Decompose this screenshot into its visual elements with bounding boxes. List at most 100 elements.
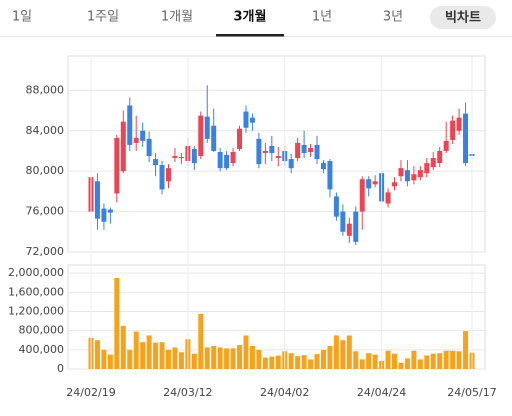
volume-bar — [411, 350, 417, 369]
tab[interactable]: 1주일 — [87, 10, 119, 25]
tab[interactable]: 1개월 — [161, 10, 193, 25]
candle-body — [204, 116, 210, 139]
volume-bar — [153, 342, 159, 369]
tab[interactable]: 1일 — [12, 10, 32, 25]
volume-bar — [237, 345, 243, 369]
candle-body — [230, 151, 236, 164]
tab[interactable]: 1년 — [312, 10, 332, 25]
candle-body — [249, 117, 255, 123]
volume-bar — [443, 350, 449, 369]
candle-body — [340, 211, 346, 232]
y-tick-label: 76,000 — [26, 205, 65, 218]
candle-body — [275, 156, 281, 159]
candle-body — [308, 147, 314, 152]
volume-bar — [333, 335, 339, 369]
candle-body — [443, 140, 449, 151]
volume-bar — [295, 356, 301, 369]
candle-body — [411, 174, 417, 181]
candle-body — [320, 163, 326, 170]
x-tick-label: 24/04/02 — [260, 386, 309, 399]
candle-body — [114, 137, 120, 194]
candle-body — [463, 113, 469, 164]
volume-bar — [366, 353, 372, 369]
volume-bar — [172, 347, 178, 369]
candle-body — [404, 170, 410, 182]
candle-body — [295, 142, 301, 159]
candle-body — [262, 150, 268, 153]
volume-bar — [430, 353, 436, 369]
candle-body — [165, 168, 171, 182]
volume-bar — [107, 354, 113, 369]
y-tick-label: 2,000,000 — [8, 266, 64, 279]
candle-body — [211, 125, 217, 151]
big-chart-button-bg[interactable] — [430, 6, 496, 29]
candle-body — [385, 192, 391, 204]
volume-bar — [165, 349, 171, 369]
tab[interactable]: 3개월 — [234, 9, 267, 25]
volume-bar — [140, 342, 146, 369]
y-tick-label: 800,000 — [19, 324, 65, 337]
y-tick-label: 72,000 — [26, 245, 65, 258]
candle-body — [456, 117, 462, 131]
candle-body — [346, 223, 352, 236]
volume-bar — [320, 349, 326, 369]
volume-bar — [146, 335, 152, 369]
volume-bar — [230, 348, 236, 369]
volume-bar — [211, 345, 217, 369]
volume-bar — [275, 355, 281, 369]
candle-body — [127, 105, 133, 145]
candle-body — [353, 211, 359, 242]
y-tick-label: 1,600,000 — [8, 285, 64, 298]
y-tick-label: 80,000 — [26, 164, 65, 177]
volume-bar — [456, 351, 462, 369]
volume-bar — [327, 345, 333, 369]
volume-bar — [198, 313, 204, 369]
candle-body — [140, 130, 146, 141]
tab[interactable]: 3년 — [383, 10, 403, 25]
candle-body — [153, 159, 159, 166]
big-chart-button[interactable]: 빅차트 — [445, 10, 481, 26]
y-tick-label: 88,000 — [26, 83, 65, 96]
tab-underline — [216, 34, 284, 37]
candle-body — [256, 138, 262, 165]
candle-body — [417, 170, 423, 178]
volume-bar — [314, 354, 320, 369]
volume-bar — [340, 340, 346, 369]
volume-bar — [450, 350, 456, 369]
candle-body — [314, 144, 320, 160]
volume-bar — [359, 359, 365, 369]
volume-bar — [353, 351, 359, 369]
volume-bar — [204, 347, 210, 369]
candle-body — [288, 159, 294, 169]
candle-body — [191, 148, 197, 164]
volume-bar — [269, 356, 275, 369]
candle-body — [392, 182, 398, 187]
y-tick-label: 400,000 — [19, 343, 65, 356]
volume-bar — [120, 325, 126, 369]
volume-bar — [224, 348, 230, 369]
y-tick-label: 1,200,000 — [8, 304, 64, 317]
volume-bar — [404, 358, 410, 369]
candle-body — [366, 179, 372, 189]
volume-bar — [288, 353, 294, 369]
candle-body — [301, 144, 307, 153]
candle-body — [146, 138, 152, 157]
candle-body — [424, 163, 430, 174]
volume-bar — [249, 345, 255, 369]
volume-bar — [308, 359, 314, 369]
volume-bar — [191, 353, 197, 369]
candle-body — [430, 158, 436, 168]
candle-body — [372, 181, 378, 185]
volume-bar — [417, 359, 423, 369]
candle-body — [437, 150, 443, 164]
x-tick-label: 24/05/17 — [447, 386, 496, 399]
candle-body — [359, 179, 365, 212]
volume-bar — [346, 335, 352, 369]
volume-bar — [243, 335, 249, 369]
candle-body — [172, 156, 178, 159]
y-tick-label: 84,000 — [26, 124, 65, 137]
candle-body — [94, 181, 100, 219]
candle-body — [120, 121, 126, 172]
